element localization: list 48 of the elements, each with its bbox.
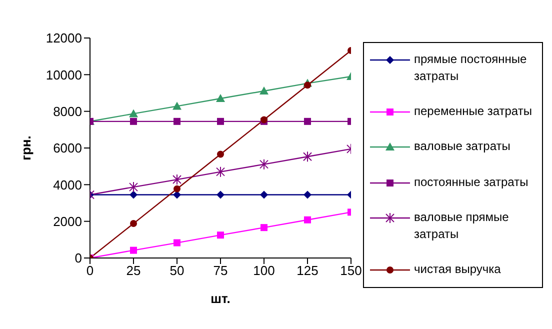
legend-label: чистая выручка (414, 261, 501, 278)
legend-label: валовые прямые затраты (414, 209, 510, 244)
point (260, 86, 268, 94)
x-tick-label: 0 (86, 263, 94, 278)
legend-label: постоянные затраты (414, 174, 528, 191)
point (172, 102, 182, 110)
y-tick-label: 6000 (53, 140, 82, 156)
point (172, 174, 182, 186)
x-tick-label: 75 (213, 263, 228, 278)
point (174, 239, 180, 246)
x-tick-label: 100 (253, 263, 275, 278)
point (304, 190, 312, 199)
y-tick-label: 10000 (46, 67, 82, 82)
legend-label: переменные затраты (414, 102, 532, 120)
point (216, 94, 225, 102)
point (130, 118, 137, 125)
point (130, 246, 137, 254)
point (304, 216, 311, 224)
y-tick-label: 4000 (53, 177, 82, 192)
x-tick-label: 25 (126, 263, 141, 278)
point (217, 118, 224, 125)
point (130, 220, 137, 228)
point (174, 118, 180, 125)
point (260, 158, 268, 170)
point (303, 151, 312, 162)
legend-label: прямые постоянные затраты (414, 50, 528, 84)
point (217, 232, 224, 239)
point (260, 190, 268, 199)
legend-label: валовые затраты (414, 138, 510, 156)
x-axis-title: шт. (210, 291, 230, 306)
point (174, 185, 180, 192)
point (130, 190, 138, 199)
x-tick-label: 50 (170, 263, 184, 278)
point (217, 150, 224, 158)
point (216, 190, 224, 199)
y-tick-label: 2000 (53, 214, 82, 229)
x-tick-label: 125 (296, 263, 318, 278)
point (216, 166, 225, 178)
point (260, 224, 268, 232)
y-axis-title: грн. (18, 136, 34, 160)
y-tick-label: 12000 (46, 30, 82, 46)
point (129, 109, 138, 118)
y-tick-label: 0 (74, 250, 82, 266)
point (304, 82, 311, 89)
x-tick-label: 150 (340, 263, 362, 278)
y-tick-label: 8000 (53, 104, 82, 119)
point (129, 182, 138, 193)
point (304, 118, 311, 125)
